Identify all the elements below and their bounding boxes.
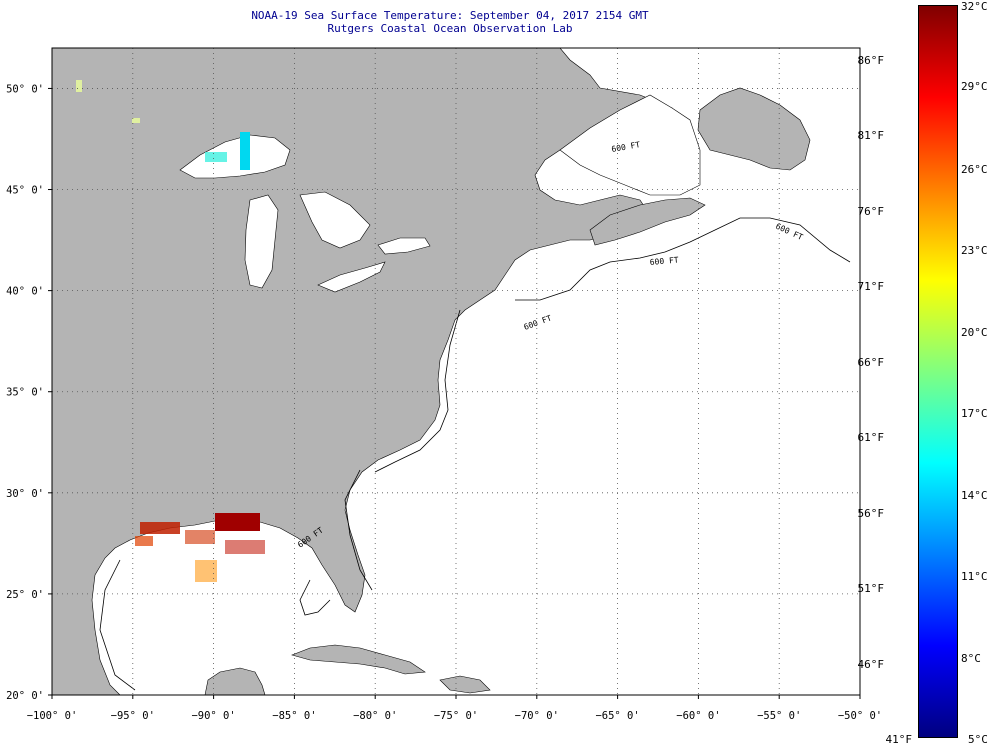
lake-huron <box>299 191 371 249</box>
fahrenheit-scale-label: 46°F <box>857 658 885 671</box>
celsius-scale-label: 5°C <box>968 733 988 746</box>
fahrenheit-scale-label: 66°F <box>857 356 885 369</box>
celsius-scale-label: 11°C <box>961 570 988 583</box>
celsius-scale-label: 26°C <box>961 163 988 176</box>
lake-erie <box>317 261 386 293</box>
fahrenheit-scale-label: 71°F <box>857 280 885 293</box>
color-scale-bar <box>918 5 958 738</box>
celsius-scale-label: 32°C <box>961 0 988 13</box>
lat-tick-label: 40° 0' <box>6 286 44 298</box>
sst-data-patches <box>76 80 265 582</box>
fahrenheit-scale-label: 81°F <box>857 129 885 142</box>
celsius-scale-label: 14°C <box>961 489 988 502</box>
land-nova-scotia <box>589 197 706 246</box>
fahrenheit-scale-label: 61°F <box>857 431 885 444</box>
celsius-scale-label: 29°C <box>961 80 988 93</box>
land-newfoundland <box>697 87 811 171</box>
lon-tick-label: −100° 0' <box>27 710 78 722</box>
lon-tick-label: −70° 0' <box>515 710 559 722</box>
fahrenheit-scale-label: 76°F <box>857 205 885 218</box>
lon-tick-label: −60° 0' <box>676 710 720 722</box>
map-title: NOAA-19 Sea Surface Temperature: Septemb… <box>251 9 649 22</box>
fahrenheit-scale-label: 86°F <box>857 54 885 67</box>
isobath-label: 600 FT <box>649 255 679 267</box>
lat-tick-label: 30° 0' <box>6 488 44 500</box>
fahrenheit-scale-label: 56°F <box>857 507 885 520</box>
celsius-scale-label: 23°C <box>961 244 988 257</box>
lon-tick-label: −75° 0' <box>434 710 478 722</box>
lon-tick-label: −65° 0' <box>595 710 639 722</box>
lon-tick-label: −90° 0' <box>191 710 235 722</box>
lake-ontario <box>377 237 431 255</box>
gulf-st-lawrence <box>559 94 701 196</box>
isobath-600ft <box>99 217 851 691</box>
celsius-scale-label: 20°C <box>961 326 988 339</box>
lat-tick-label: 50° 0' <box>6 83 44 95</box>
land-cuba <box>291 644 426 675</box>
lat-tick-label: 35° 0' <box>6 387 44 399</box>
lon-tick-label: −80° 0' <box>353 710 397 722</box>
land-hispaniola <box>439 675 491 694</box>
fahrenheit-scale-label: 51°F <box>857 582 885 595</box>
lake-michigan <box>244 194 279 289</box>
celsius-scale-label: 17°C <box>961 407 988 420</box>
lat-tick-label: 45° 0' <box>6 185 44 197</box>
map-subtitle: Rutgers Coastal Ocean Observation Lab <box>327 22 573 35</box>
lat-tick-label: 20° 0' <box>6 690 44 702</box>
lake-superior <box>179 134 291 179</box>
lat-tick-label: 25° 0' <box>6 589 44 601</box>
lon-tick-label: −85° 0' <box>272 710 316 722</box>
lon-tick-label: −95° 0' <box>111 710 155 722</box>
lon-tick-label: −50° 0' <box>838 710 882 722</box>
land-yucatan <box>204 667 266 696</box>
lon-tick-label: −55° 0' <box>757 710 801 722</box>
celsius-scale-label: 8°C <box>961 652 981 665</box>
fahrenheit-scale-label: 41°F <box>885 733 913 746</box>
